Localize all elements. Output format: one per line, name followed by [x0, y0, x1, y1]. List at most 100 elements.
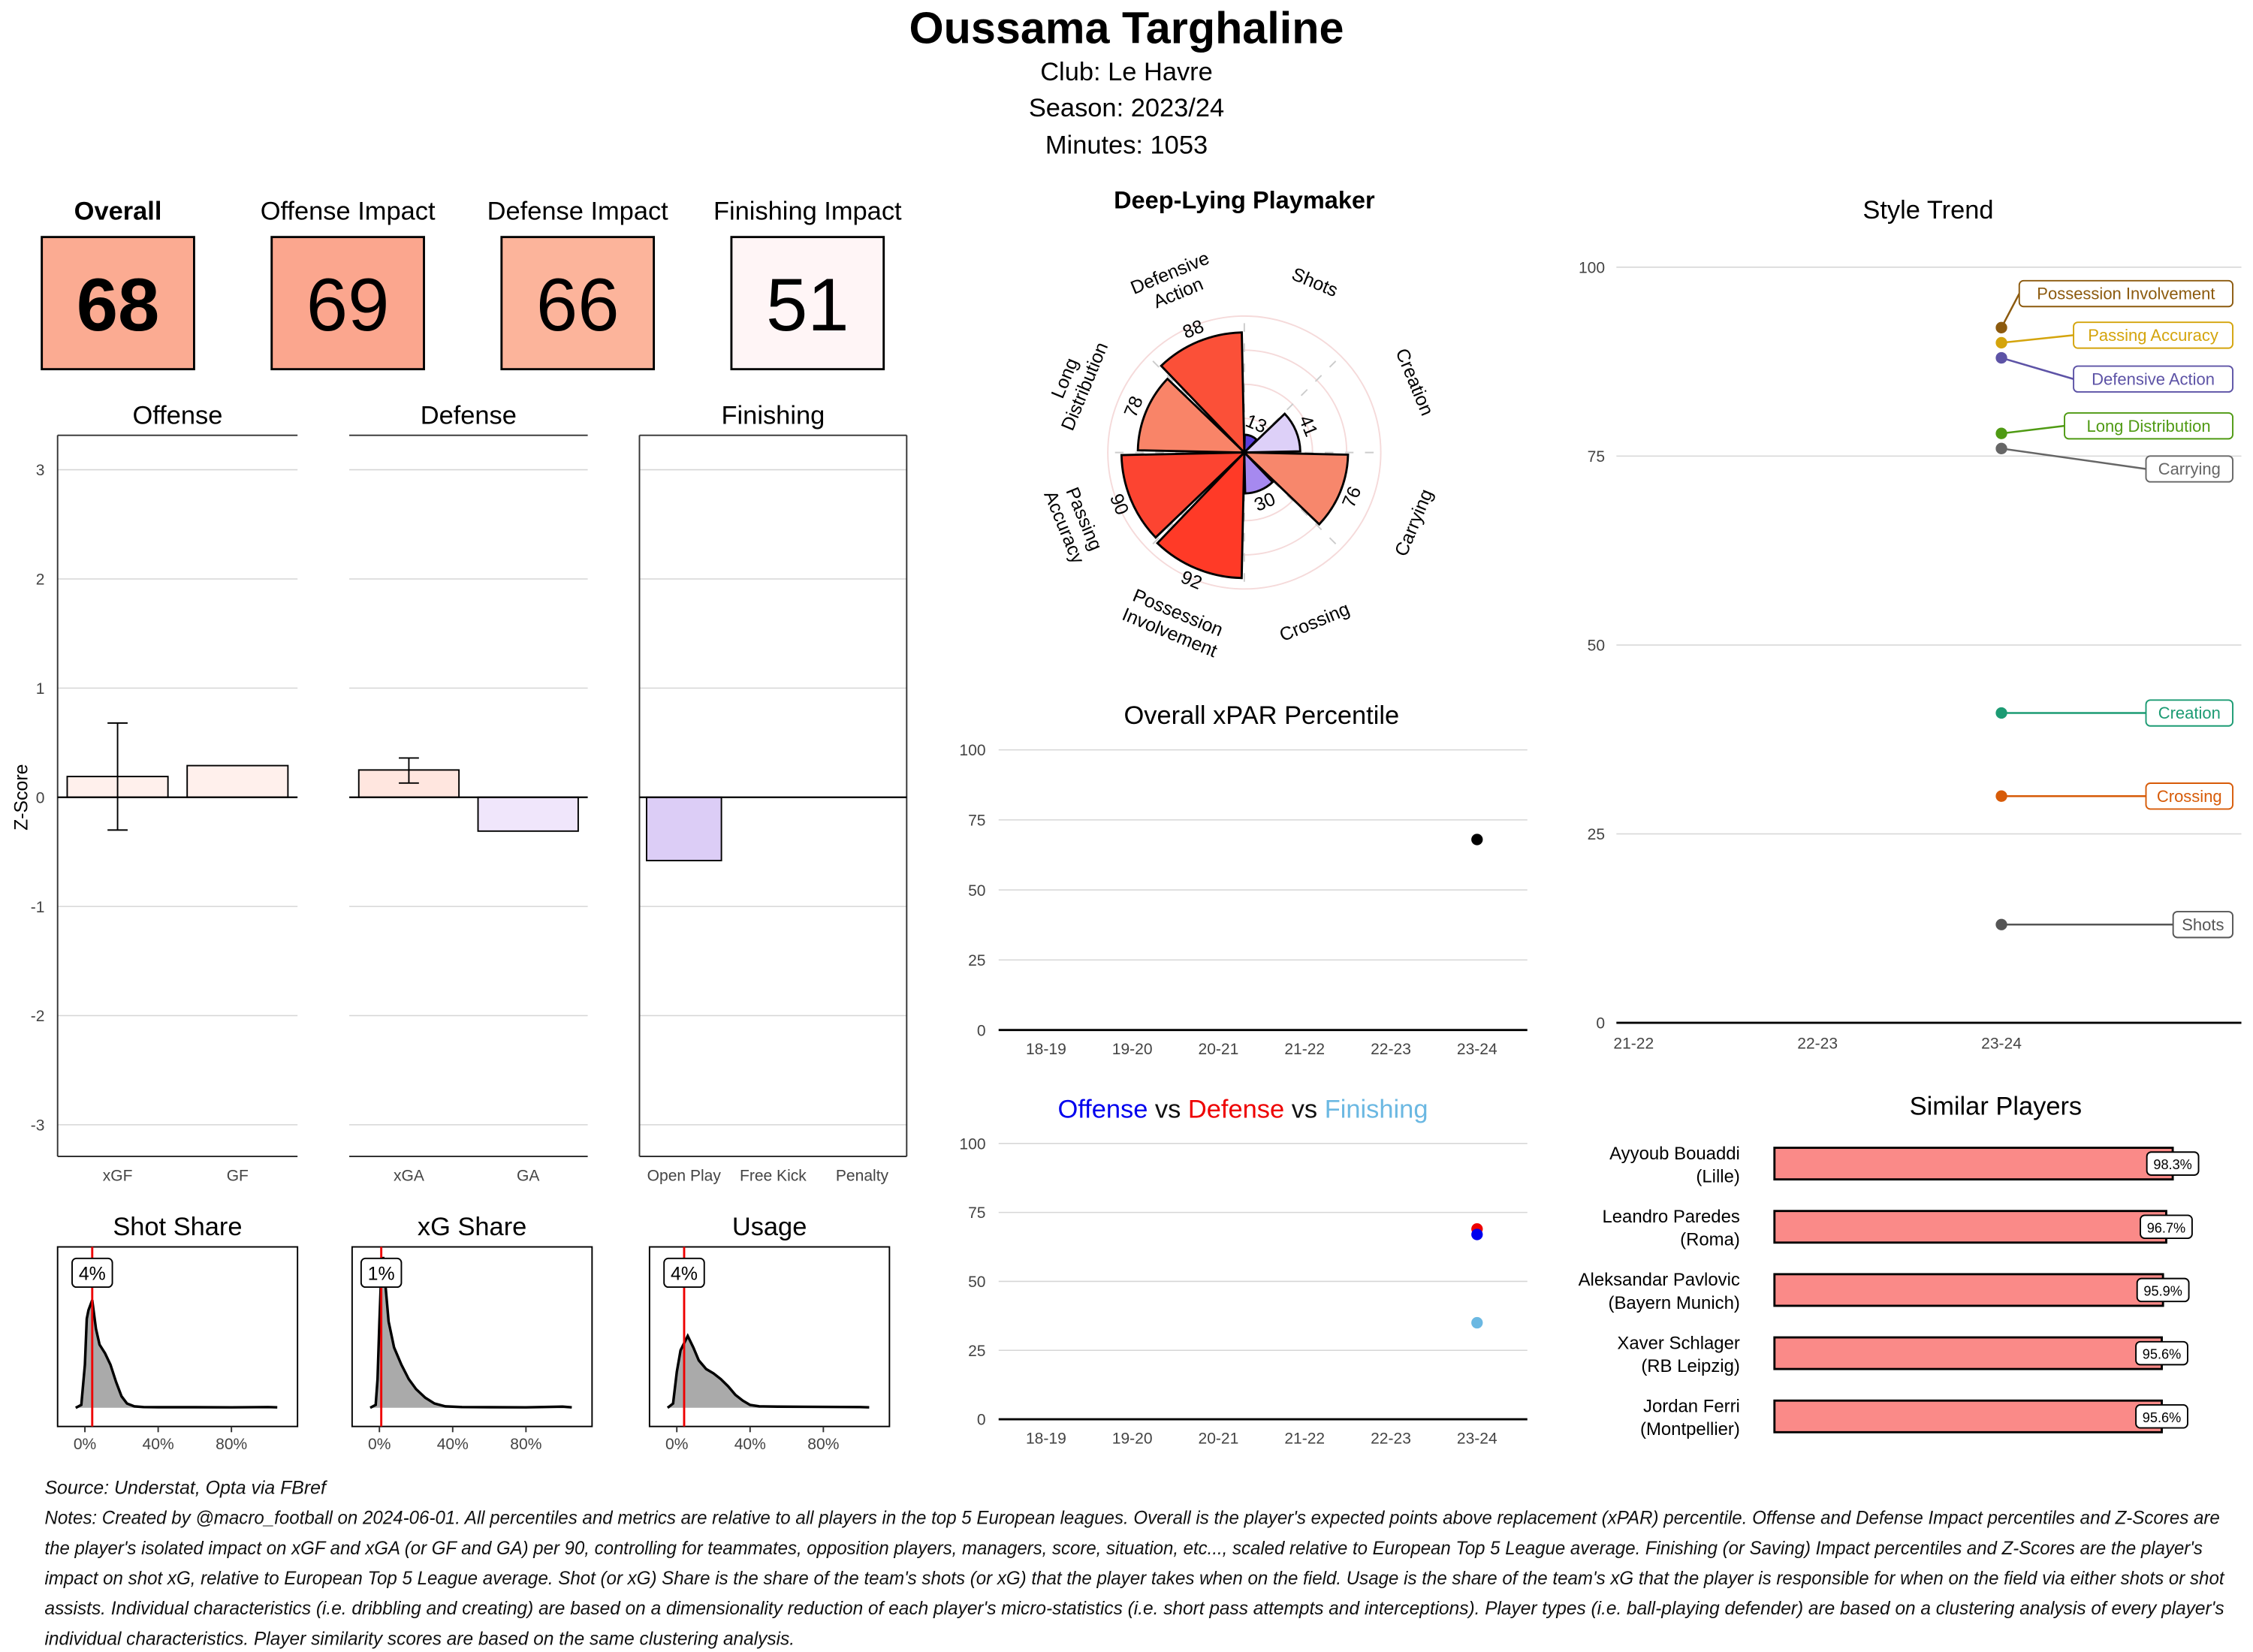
share-density-charts: Shot Share 4% 0% 40% 80% xG Share 1% 0% 40% 80% Us…	[56, 1213, 891, 1453]
similarity-label-box	[2140, 1214, 2193, 1240]
similarity-bar	[1773, 1210, 2167, 1244]
x-tick-label: 18-19	[1026, 1430, 1066, 1448]
polar-title: Deep-Lying Playmaker	[1114, 186, 1375, 213]
y-tick-label: 100	[959, 1135, 985, 1153]
y-tick-label: 0	[1596, 1015, 1605, 1032]
label-line: Shots	[1289, 264, 1341, 301]
density-line	[666, 1333, 870, 1409]
y-tick-label: 50	[968, 1274, 985, 1291]
x-tick-label: 22-23	[1371, 1041, 1411, 1058]
x-tick-label: 40%	[143, 1436, 174, 1453]
series-label-box	[2073, 365, 2233, 393]
style-trend-chart: Style Trend 0 25 50 75 100 21-22 22-23 23-24 Poss…	[1579, 196, 2242, 1053]
x-tick-label: xGF	[103, 1168, 133, 1185]
density-area	[75, 1300, 278, 1408]
score-box	[41, 236, 195, 371]
similarity-label-box	[2146, 1151, 2200, 1176]
similarity-bar	[1773, 1399, 2163, 1433]
chart-title: Style Trend	[1862, 196, 1993, 225]
series-label: Passing Accuracy	[2088, 326, 2218, 345]
y-tick-label: 0	[977, 1412, 986, 1429]
offense-defense-finishing-chart: Offense vs Defense vs Finishing 0 25 50 75 10…	[959, 1095, 1528, 1448]
data-point	[1995, 336, 2007, 349]
z-bar	[646, 796, 722, 862]
similarity-label: 95.6%	[2143, 1410, 2181, 1425]
series-label-box	[2145, 455, 2233, 483]
similarity-bar	[1773, 1147, 2174, 1181]
similarity-label-box	[2135, 1404, 2188, 1429]
marker-label: 1%	[368, 1264, 395, 1285]
similarity-label: 96.7%	[2147, 1220, 2185, 1235]
x-tick-label: Open Play	[647, 1168, 722, 1185]
chart-title: Overall xPAR Percentile	[1123, 701, 1399, 730]
x-tick-label: 0%	[368, 1436, 391, 1453]
density-line	[369, 1256, 572, 1409]
marker-label: 4%	[79, 1264, 106, 1285]
polar-category-label: PassingAccuracy	[1039, 479, 1108, 567]
y-tick-label: 50	[968, 882, 985, 900]
data-point	[1995, 918, 2007, 930]
x-tick-label: 0%	[665, 1436, 688, 1453]
polar-category-label: PossessionInvolvement	[1119, 584, 1229, 662]
player-club: (RB Leipzig)	[1641, 1356, 1740, 1376]
panel-title: Defense	[421, 401, 517, 430]
x-tick-label: Free Kick	[740, 1168, 807, 1185]
series-label-box	[2145, 699, 2233, 727]
polar-category-label: Creation	[1392, 345, 1438, 419]
polar-category-label: LongDistribution	[1037, 331, 1112, 434]
x-tick-label: 80%	[216, 1436, 247, 1453]
series-label-box	[2018, 279, 2234, 308]
chart-title: Offense vs Defense vs Finishing	[1057, 1095, 1428, 1123]
series-label: Carrying	[2158, 460, 2221, 478]
score-box	[500, 236, 656, 371]
data-point	[1471, 834, 1483, 846]
notes-line: assists. Individual characteristics (i.e…	[44, 1598, 2224, 1619]
polar-bar	[1136, 377, 1247, 454]
x-tick-label: 21-22	[1613, 1036, 1654, 1053]
similarity-label-box	[2136, 1277, 2190, 1303]
series-label: Creation	[2158, 704, 2221, 722]
similarity-bar	[1773, 1273, 2164, 1307]
series-label-box	[2064, 411, 2234, 440]
data-point	[1471, 1228, 1483, 1241]
notes-line: individual characteristics. Player simil…	[44, 1628, 795, 1649]
density-area	[667, 1336, 870, 1408]
y-tick-label: 100	[959, 742, 985, 759]
y-tick-label: 0	[977, 1022, 986, 1039]
label-leader	[2000, 293, 2020, 328]
density-area	[369, 1256, 572, 1408]
series-label-box	[2145, 782, 2233, 810]
data-point	[1995, 321, 2007, 333]
player-club: (Bayern Munich)	[1608, 1293, 1739, 1313]
z-bar	[186, 764, 289, 798]
y-tick-label: 25	[968, 1343, 985, 1360]
density-title: Usage	[732, 1213, 807, 1241]
x-tick-label: 18-19	[1026, 1041, 1066, 1058]
x-tick-label: 40%	[437, 1436, 469, 1453]
player-name: Oussama Targhaline	[909, 2, 1344, 53]
label-line: Creation	[1392, 345, 1438, 419]
x-tick-label: Penalty	[836, 1168, 889, 1185]
y-tick-label: 75	[1588, 448, 1605, 466]
y-tick-label: 100	[1579, 259, 1605, 276]
club-line: Club: Le Havre	[1040, 58, 1213, 86]
score-box	[270, 236, 425, 371]
title-part: Defense	[1188, 1095, 1284, 1123]
y-tick-label: -1	[31, 899, 45, 916]
data-point	[1995, 427, 2007, 439]
player-club: (Montpellier)	[1640, 1419, 1740, 1439]
y-tick-label: 75	[968, 812, 985, 830]
player-name: Xaver Schlager	[1617, 1333, 1739, 1353]
x-tick-label: 80%	[807, 1436, 839, 1453]
x-tick-label: 40%	[734, 1436, 766, 1453]
polar-bar	[1241, 412, 1301, 454]
score-cards: Overall 68 Offense Impact 69 Defense Impact 6…	[41, 197, 902, 371]
x-tick-label: 22-23	[1371, 1430, 1411, 1448]
panel-title: Offense	[132, 401, 222, 430]
notes-line: impact on shot xG, relative to European …	[44, 1568, 2224, 1589]
title-part: vs	[1284, 1095, 1325, 1123]
density-title: xG Share	[418, 1213, 526, 1241]
y-tick-label: -3	[31, 1117, 45, 1135]
y-tick-label: 25	[968, 952, 985, 969]
